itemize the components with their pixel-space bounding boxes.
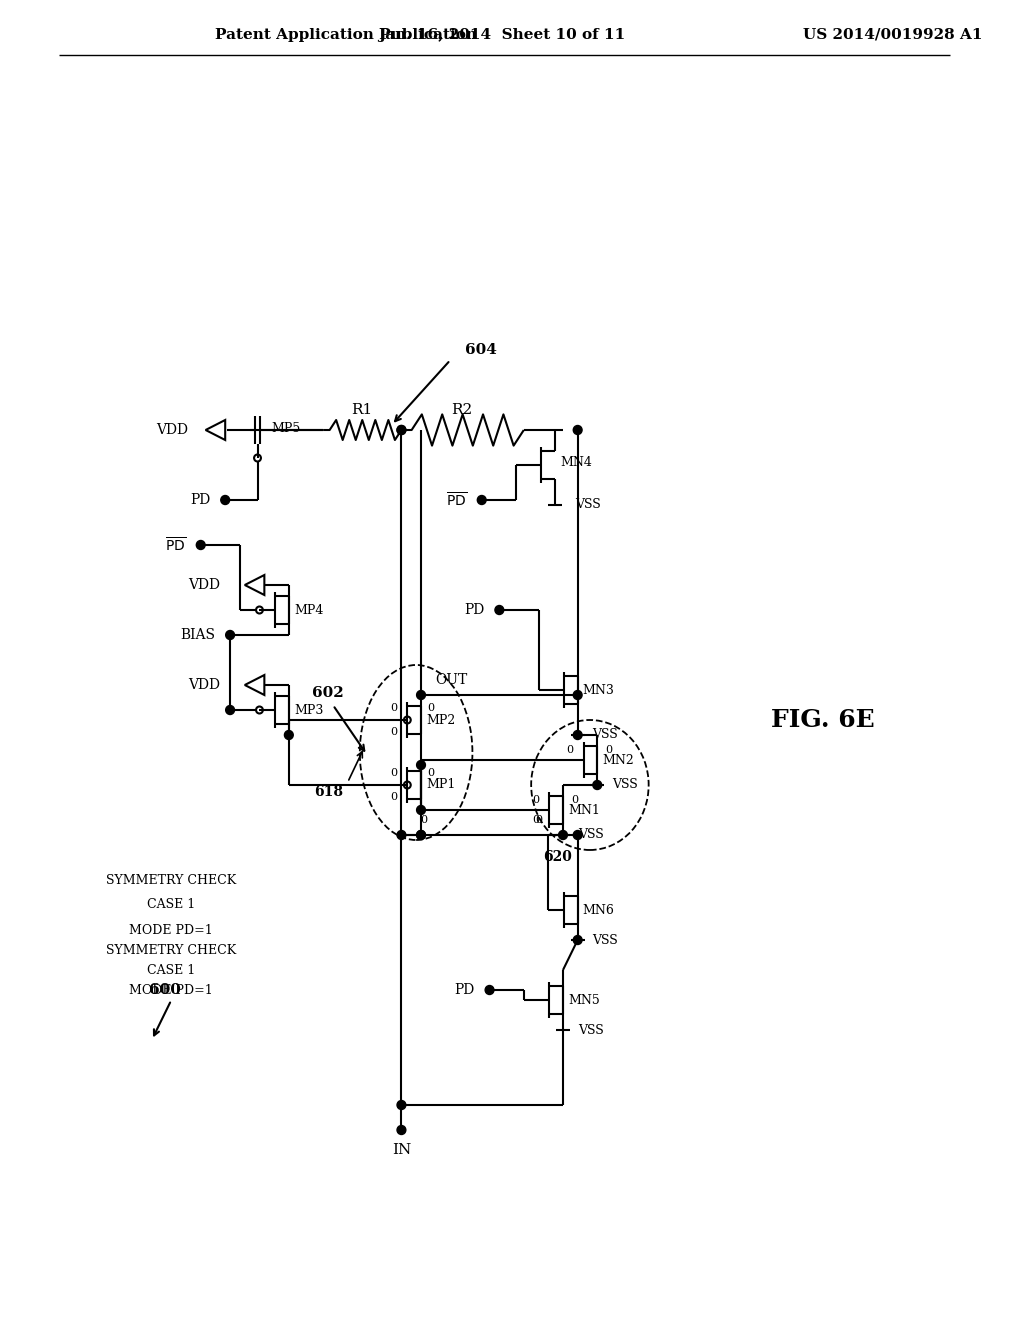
Text: 0: 0 <box>605 744 612 755</box>
Text: US 2014/0019928 A1: US 2014/0019928 A1 <box>803 28 982 42</box>
Text: MN5: MN5 <box>568 994 600 1006</box>
Text: OUT: OUT <box>435 673 468 686</box>
Text: 0: 0 <box>427 768 434 777</box>
Text: VSS: VSS <box>592 933 618 946</box>
Circle shape <box>573 936 582 945</box>
Circle shape <box>397 1101 406 1110</box>
Text: R2: R2 <box>452 403 473 417</box>
Circle shape <box>197 540 205 549</box>
Text: MN2: MN2 <box>602 754 634 767</box>
Text: VSS: VSS <box>574 499 600 511</box>
Circle shape <box>417 805 425 814</box>
Text: 0: 0 <box>532 795 539 805</box>
Text: 618: 618 <box>313 785 343 800</box>
Text: 600: 600 <box>148 983 180 997</box>
Text: 0: 0 <box>390 792 397 803</box>
Text: MP4: MP4 <box>295 603 324 616</box>
Circle shape <box>417 830 425 840</box>
Text: BIAS: BIAS <box>180 628 215 642</box>
Circle shape <box>573 830 582 840</box>
Circle shape <box>397 830 406 840</box>
Text: 0: 0 <box>421 814 427 825</box>
Text: 0: 0 <box>571 795 579 805</box>
Text: 0: 0 <box>566 744 573 755</box>
Text: 620: 620 <box>544 850 572 865</box>
Circle shape <box>573 730 582 739</box>
Text: VDD: VDD <box>188 678 220 692</box>
Text: MN4: MN4 <box>560 457 592 470</box>
Text: MODE PD=1: MODE PD=1 <box>129 983 213 997</box>
Text: 604: 604 <box>465 343 497 356</box>
Text: 0: 0 <box>427 704 434 713</box>
Circle shape <box>558 830 567 840</box>
Circle shape <box>221 495 229 504</box>
Text: VSS: VSS <box>578 829 603 842</box>
Circle shape <box>225 705 234 714</box>
Text: $\overline{\rm PD}$: $\overline{\rm PD}$ <box>165 536 186 554</box>
Circle shape <box>485 986 494 994</box>
Text: SYMMETRY CHECK: SYMMETRY CHECK <box>106 944 237 957</box>
Circle shape <box>397 425 406 434</box>
Circle shape <box>285 730 293 739</box>
Text: PD: PD <box>190 492 211 507</box>
Text: Patent Application Publication: Patent Application Publication <box>215 28 477 42</box>
Text: PD: PD <box>465 603 484 616</box>
Text: 602: 602 <box>312 686 344 700</box>
Circle shape <box>225 631 234 639</box>
Text: SYMMETRY CHECK: SYMMETRY CHECK <box>106 874 237 887</box>
Text: VSS: VSS <box>578 1023 603 1036</box>
Text: CASE 1: CASE 1 <box>147 964 196 977</box>
Text: CASE 1: CASE 1 <box>147 899 196 912</box>
Text: MP5: MP5 <box>271 422 300 436</box>
Text: MP1: MP1 <box>426 779 456 792</box>
Text: MODE PD=1: MODE PD=1 <box>129 924 213 936</box>
Text: 0: 0 <box>390 727 397 737</box>
Text: VDD: VDD <box>188 578 220 591</box>
Circle shape <box>477 495 486 504</box>
Text: MN6: MN6 <box>583 903 614 916</box>
Circle shape <box>573 690 582 700</box>
Circle shape <box>417 690 425 700</box>
Text: 0: 0 <box>532 814 539 825</box>
Circle shape <box>397 1126 406 1134</box>
Circle shape <box>417 830 425 840</box>
Circle shape <box>593 780 602 789</box>
Text: PD: PD <box>455 983 475 997</box>
Text: R1: R1 <box>351 403 373 417</box>
Text: $\overline{\rm PD}$: $\overline{\rm PD}$ <box>446 491 467 510</box>
Circle shape <box>573 425 582 434</box>
Circle shape <box>417 760 425 770</box>
Text: VSS: VSS <box>592 729 618 742</box>
Text: FIG. 6E: FIG. 6E <box>771 708 874 733</box>
Circle shape <box>397 425 406 434</box>
Text: MP3: MP3 <box>295 704 324 717</box>
Text: VSS: VSS <box>612 779 638 792</box>
Circle shape <box>495 606 504 615</box>
Text: 0: 0 <box>390 768 397 777</box>
Text: MN1: MN1 <box>568 804 600 817</box>
Text: MP2: MP2 <box>426 714 455 726</box>
Text: IN: IN <box>392 1143 411 1158</box>
Text: VDD: VDD <box>156 422 188 437</box>
Text: 0: 0 <box>390 704 397 713</box>
Text: MN3: MN3 <box>583 684 614 697</box>
Text: 0: 0 <box>535 814 542 825</box>
Text: Jan. 16, 2014  Sheet 10 of 11: Jan. 16, 2014 Sheet 10 of 11 <box>378 28 625 42</box>
